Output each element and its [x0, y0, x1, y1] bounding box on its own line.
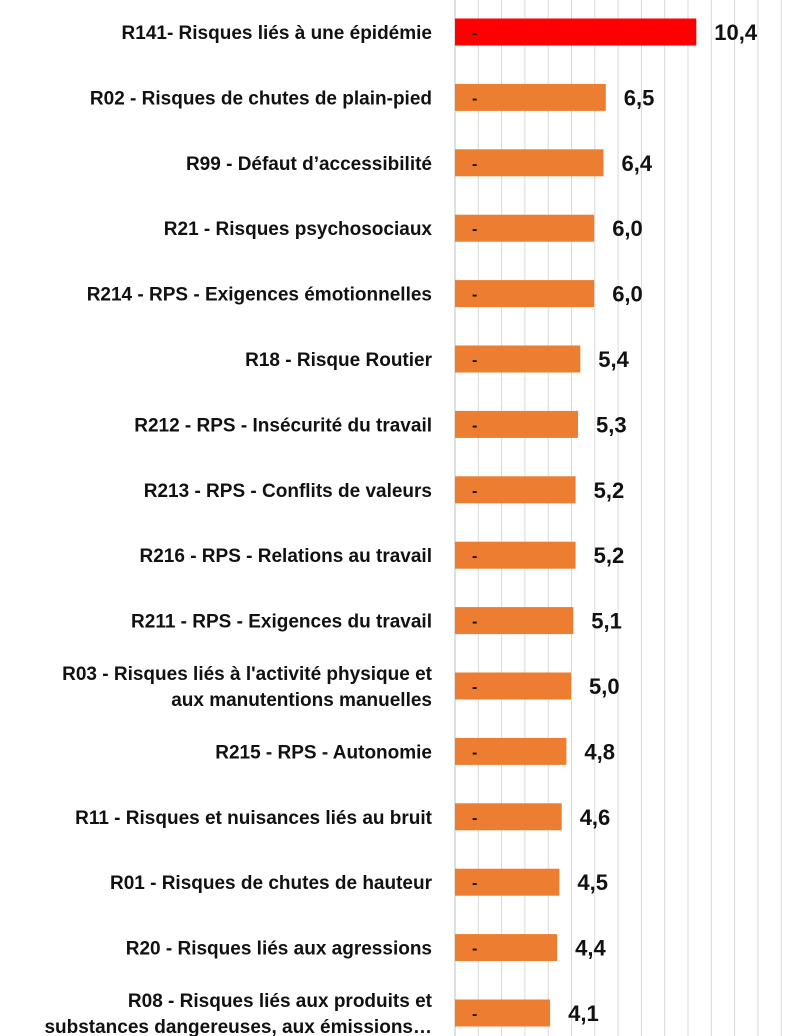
bar-marker: - [472, 614, 477, 631]
bar [455, 149, 604, 177]
bar-marker: - [472, 417, 477, 434]
value-labels: 10,4 6,5 6,4 6,0 6,0 5,4 5,3 5,2 5,2 5,1 5,0 4,8 4,6… [568, 20, 758, 1026]
bar-marker: - [472, 941, 477, 958]
bar [455, 476, 576, 504]
bar-marker: - [472, 156, 477, 173]
category-label: R215 - RPS - Autonomie [215, 742, 432, 763]
data-label: 5,3 [596, 412, 627, 437]
category-label: R141- Risques liés à une épidémie [122, 23, 432, 44]
bar-marker: - [472, 679, 477, 696]
bar [455, 214, 595, 242]
bar-marker: - [472, 548, 477, 565]
bars: - - - - - - - - - - - - - - - - [455, 18, 697, 1027]
bar [455, 999, 551, 1027]
bar [455, 83, 606, 111]
bar-marker: - [472, 483, 477, 500]
data-label: 5,1 [591, 609, 622, 634]
bar-marker: - [472, 352, 477, 369]
category-label: R211 - RPS - Exigences du travail [131, 612, 432, 633]
data-label: 4,4 [575, 936, 606, 961]
category-label: R18 - Risque Routier [245, 350, 432, 371]
category-label: R212 - RPS - Insécurité du travail [134, 415, 432, 436]
category-label: R214 - RPS - Exigences émotionnelles [87, 285, 432, 306]
bar-marker: - [472, 90, 477, 107]
category-label: R216 - RPS - Relations au travail [140, 546, 433, 567]
bar [455, 541, 576, 569]
bar [455, 18, 697, 46]
bar [455, 280, 595, 308]
data-label: 6,0 [612, 216, 643, 241]
bar [455, 410, 578, 438]
category-label: R03 - Risques liés à l'activité physique… [62, 664, 433, 711]
bar [455, 934, 558, 962]
data-label: 6,0 [612, 282, 643, 307]
bar-marker: - [472, 221, 477, 238]
category-label: R213 - RPS - Conflits de valeurs [144, 481, 432, 502]
data-label: 10,4 [714, 20, 758, 45]
data-label: 5,4 [598, 347, 629, 372]
bar-marker: - [472, 25, 477, 42]
bar-marker: - [472, 875, 477, 892]
category-label: R21 - Risques psychosociaux [164, 219, 433, 240]
category-label: R11 - Risques et nuisances liés au bruit [75, 808, 433, 829]
data-label: 5,2 [594, 478, 625, 503]
category-labels: R141- Risques liés à une épidémie R02 - R… [44, 23, 432, 1036]
bar [455, 607, 574, 635]
bar [455, 672, 571, 700]
data-label: 4,6 [580, 805, 611, 830]
category-label: R20 - Risques liés aux agressions [126, 939, 432, 960]
bar-marker: - [472, 1006, 477, 1023]
bar [455, 737, 567, 765]
data-label: 6,5 [624, 85, 655, 110]
bar [455, 345, 581, 373]
bar-marker: - [472, 810, 477, 827]
data-label: 4,1 [568, 1001, 599, 1026]
data-label: 4,5 [577, 870, 608, 895]
bar [455, 803, 562, 831]
category-label: R02 - Risques de chutes de plain-pied [90, 88, 432, 109]
bar-marker: - [472, 287, 477, 304]
data-label: 5,2 [594, 543, 625, 568]
data-label: 6,4 [622, 151, 653, 176]
bar-marker: - [472, 744, 477, 761]
category-label: R01 - Risques de chutes de hauteur [110, 873, 433, 894]
bar [455, 868, 560, 896]
data-label: 5,0 [589, 674, 620, 699]
category-label: R99 - Défaut d’accessibilité [186, 154, 432, 175]
category-label: R08 - Risques liés aux produits et substa… [44, 991, 432, 1036]
data-label: 4,8 [584, 739, 615, 764]
